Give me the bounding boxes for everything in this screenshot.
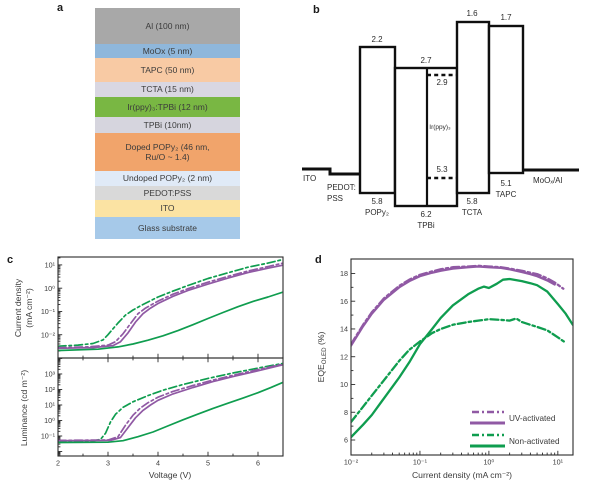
device-layer: Al (100 nm) xyxy=(95,8,240,44)
tick-label: 10⁰ xyxy=(44,284,55,293)
legend: UV-activated Non-activated xyxy=(470,410,560,448)
tick-label: 6 xyxy=(344,436,348,445)
ito-pedot-level-line xyxy=(302,167,360,176)
d-x-axis-title: Current density (mA cm⁻²) xyxy=(412,470,512,480)
tapc-lumo-value: 1.7 xyxy=(500,13,512,22)
c-top-y-axis-title-line2: (mA cm⁻²) xyxy=(24,288,34,328)
tick-label: 10⁻² xyxy=(41,330,56,339)
panel-label-c: c xyxy=(7,254,13,266)
c_bottom-series-3 xyxy=(58,381,283,444)
tick-label: 14 xyxy=(340,325,348,334)
tick-label: 6 xyxy=(256,459,260,468)
tick-label: 3 xyxy=(106,459,110,468)
c-top-y-axis-title-line1: Current density xyxy=(13,278,23,337)
tick-label: 2 xyxy=(56,459,60,468)
tick-label: 18 xyxy=(340,269,348,278)
device-layer: TAPC (50 nm) xyxy=(95,58,240,82)
c_top-ticks xyxy=(57,257,259,359)
panel-b-energy-diagram: b 2.2 2.7 2.9 5.3 Ir(ppy)₃ 1.6 1.7 5.8 P… xyxy=(302,4,579,230)
popy2-energy-box xyxy=(358,45,397,195)
c_top-series-0 xyxy=(58,258,283,348)
tapc-homo-value: 5.1 xyxy=(500,179,512,188)
popy2-lumo-value: 2.2 xyxy=(371,35,383,44)
tick-label: 10⁻² xyxy=(344,458,359,467)
tick-label: 10⁻¹ xyxy=(41,307,56,316)
tick-label: 10 xyxy=(340,380,348,389)
tcta-energy-box xyxy=(455,20,491,195)
tapc-energy-box xyxy=(487,24,525,175)
device-layer: TCTA (15 nm) xyxy=(95,82,240,97)
c_bottom-frame xyxy=(57,357,284,457)
tapc-label: TAPC xyxy=(496,190,517,199)
tick-label: 10¹ xyxy=(45,401,56,410)
popy2-label: POPy₂ xyxy=(365,208,389,217)
tick-label: 10¹ xyxy=(45,261,56,270)
eqe-current-density-chart: 10⁻² 10⁻¹ 10⁰ 10¹ 6 8 10 12 14 16 18 xyxy=(340,258,574,467)
cathode-label: MoOₓ/Al xyxy=(533,176,563,185)
tick-label: 10⁰ xyxy=(483,458,494,467)
legend-label-non-activated: Non-activated xyxy=(509,437,560,446)
irppy3-label: Ir(ppy)₃ xyxy=(429,124,451,131)
d-frame xyxy=(350,258,574,456)
d-series-0 xyxy=(351,317,567,423)
current-density-voltage-chart: 10⁻² 10⁻¹ 10⁰ 10¹ xyxy=(41,256,284,359)
device-layer: Doped POPy₂ (46 nm, Ru/O ~ 1.4) xyxy=(95,133,240,171)
c_bottom-series-0 xyxy=(58,362,283,443)
tick-label: 4 xyxy=(156,459,160,468)
tcta-label: TCTA xyxy=(462,208,483,217)
device-layer: TPBi (10nm) xyxy=(95,117,240,133)
tick-label: 5 xyxy=(206,459,210,468)
tpbi-homo-value: 6.2 xyxy=(420,210,432,219)
c_top-series-2 xyxy=(58,264,283,350)
device-layer: Ir(ppy)₃:TPBi (12 nm) xyxy=(95,97,240,117)
ito-label: ITO xyxy=(303,174,316,183)
tick-label: 12 xyxy=(340,352,348,361)
c_bottom-series-1 xyxy=(58,363,283,442)
device-layer-stack: Al (100 nm) MoOx (5 nm) TAPC (50 nm) TCTA (… xyxy=(95,8,240,239)
tick-label: 16 xyxy=(340,297,348,306)
d-series-2 xyxy=(351,265,556,347)
device-layer: Glass substrate xyxy=(95,217,240,239)
irppy3-homo-value: 5.3 xyxy=(436,165,448,174)
c_top-series-1 xyxy=(58,262,283,349)
tick-label: 10⁻¹ xyxy=(413,458,428,467)
device-layer: Undoped POPy₂ (2 nm) xyxy=(95,171,240,186)
tick-label: 10⁻¹ xyxy=(41,432,56,441)
tpbi-lumo-value: 2.7 xyxy=(420,56,432,65)
tick-label: 10⁰ xyxy=(44,416,55,425)
c_top-series-3 xyxy=(58,291,283,352)
tcta-homo-value: 5.8 xyxy=(466,197,478,206)
d-series-1 xyxy=(351,277,573,439)
d-y-axis-title: EQEOLED (%) xyxy=(316,331,328,382)
tick-label: 10² xyxy=(45,385,56,394)
tick-label: 10¹ xyxy=(553,458,564,467)
device-layer: MoOx (5 nm) xyxy=(95,44,240,58)
panel-label-a: a xyxy=(57,2,64,14)
panel-label-b: b xyxy=(313,4,320,16)
panel-label-d: d xyxy=(315,254,322,266)
c-x-axis-title: Voltage (V) xyxy=(149,470,192,480)
d-series-3 xyxy=(351,264,565,346)
device-layer: PEDOT:PSS xyxy=(95,186,240,200)
tcta-lumo-value: 1.6 xyxy=(466,9,478,18)
panel-d-eqe-plot: d 10⁻² 10⁻¹ 10⁰ 10¹ 6 8 10 12 14 16 18 EQEOLED (%)… xyxy=(315,254,574,480)
panel-c-jv-luminance-plot: c 10⁻² 10⁻¹ 10⁰ 10¹ 2 3 4 5 6 10⁻¹ 10⁰ 10¹ 10² 10³ C… xyxy=(7,254,284,480)
pedot-label-line2: PSS xyxy=(327,194,343,203)
c-bottom-y-axis-title: Luminance (cd m⁻²) xyxy=(19,370,29,446)
luminance-voltage-chart: 2 3 4 5 6 10⁻¹ 10⁰ 10¹ 10² 10³ xyxy=(41,357,284,468)
legend-label-uv-activated: UV-activated xyxy=(509,414,556,423)
tick-label: 8 xyxy=(344,408,348,417)
c_bottom-series-2 xyxy=(58,364,283,442)
tpbi-label: TPBi xyxy=(417,221,435,230)
device-layer: ITO xyxy=(95,200,240,217)
pedot-label-line1: PEDOT: xyxy=(327,183,356,192)
popy2-homo-value: 5.8 xyxy=(371,197,383,206)
irppy3-lumo-value: 2.9 xyxy=(436,78,448,87)
tick-label: 10³ xyxy=(45,370,56,379)
